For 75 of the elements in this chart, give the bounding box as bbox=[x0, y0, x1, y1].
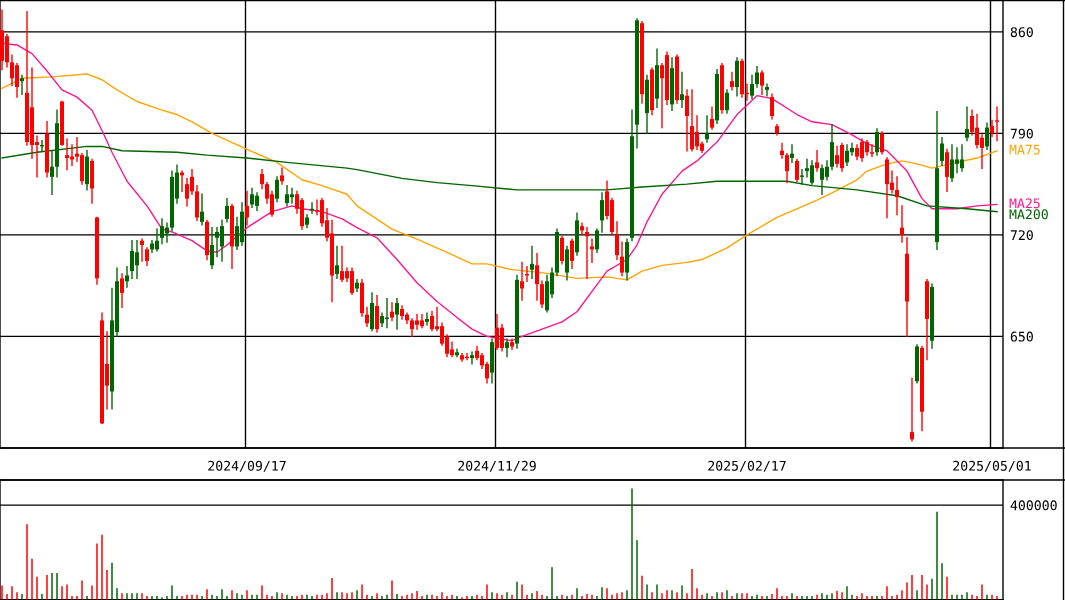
candlestick bbox=[780, 142, 784, 159]
candlestick bbox=[910, 377, 914, 442]
x-tick-label: 2025/02/17 bbox=[708, 460, 786, 472]
candlestick bbox=[395, 297, 399, 330]
candlestick bbox=[245, 190, 249, 226]
candlestick bbox=[795, 158, 799, 182]
candlestick bbox=[680, 71, 684, 108]
candlestick bbox=[570, 238, 574, 269]
candlestick bbox=[900, 205, 904, 243]
candlestick bbox=[585, 226, 589, 280]
y-tick-label: 720 bbox=[1010, 230, 1033, 241]
candlestick bbox=[985, 122, 989, 151]
candlestick bbox=[260, 168, 264, 190]
candlestick bbox=[620, 241, 624, 277]
candlestick bbox=[540, 280, 544, 309]
candlestick bbox=[755, 65, 759, 88]
candlestick bbox=[940, 137, 944, 166]
candlestick bbox=[870, 144, 874, 158]
x-tick-label: 2024/11/29 bbox=[458, 460, 536, 472]
candlestick bbox=[990, 119, 994, 137]
y-tick-label: 650 bbox=[1010, 331, 1033, 342]
series-label: MA200 bbox=[1009, 209, 1048, 220]
candlestick bbox=[790, 144, 794, 164]
candlestick bbox=[965, 106, 969, 142]
candlestick bbox=[995, 106, 999, 142]
candlestick bbox=[425, 312, 429, 326]
candlestick bbox=[455, 348, 459, 358]
y-tick-label: 860 bbox=[1010, 27, 1033, 38]
candlestick bbox=[560, 235, 564, 265]
candlestick bbox=[875, 128, 879, 156]
candlestick bbox=[50, 150, 54, 195]
candlestick bbox=[595, 228, 599, 253]
candlestick bbox=[815, 150, 819, 172]
candlestick bbox=[765, 83, 769, 97]
candlestick bbox=[685, 89, 689, 152]
candlestick bbox=[750, 74, 754, 100]
candlestick bbox=[705, 115, 709, 143]
candlestick bbox=[615, 221, 619, 261]
candlestick bbox=[580, 222, 584, 236]
candlestick bbox=[760, 70, 764, 95]
candlestick bbox=[365, 306, 369, 327]
candlestick bbox=[20, 74, 24, 95]
series-label: MA25 bbox=[1009, 198, 1040, 209]
candlestick bbox=[785, 152, 789, 184]
candlestick bbox=[125, 266, 129, 288]
x-tick-label: 2025/05/01 bbox=[953, 460, 1031, 472]
candlestick bbox=[590, 238, 594, 264]
candlestick bbox=[200, 193, 204, 226]
candlestick bbox=[730, 71, 734, 91]
candlestick bbox=[275, 176, 279, 203]
candlestick bbox=[800, 168, 804, 185]
candlestick bbox=[505, 338, 509, 358]
candlestick bbox=[225, 197, 229, 223]
series-label: MA75 bbox=[1009, 144, 1040, 155]
candlestick bbox=[120, 273, 124, 309]
candlestick bbox=[210, 226, 214, 269]
candlestick bbox=[520, 261, 524, 301]
candlestick bbox=[895, 176, 899, 216]
candlestick bbox=[470, 351, 474, 365]
candlestick bbox=[770, 93, 774, 120]
candlestick bbox=[880, 131, 884, 155]
candlestick bbox=[375, 295, 379, 333]
candlestick bbox=[530, 245, 534, 280]
candlestick bbox=[535, 253, 539, 301]
candlestick bbox=[390, 302, 394, 322]
candlestick bbox=[565, 245, 569, 281]
x-tick-label: 2024/09/17 bbox=[208, 460, 286, 472]
candlestick bbox=[725, 89, 729, 114]
line-series bbox=[1, 73, 998, 281]
y-tick-label: 790 bbox=[1010, 128, 1033, 139]
candlestick bbox=[140, 238, 144, 262]
candlestick bbox=[710, 106, 714, 130]
candlestick bbox=[335, 245, 339, 280]
candlestick bbox=[280, 167, 284, 185]
y-tick-label: 400000 bbox=[1010, 500, 1057, 511]
